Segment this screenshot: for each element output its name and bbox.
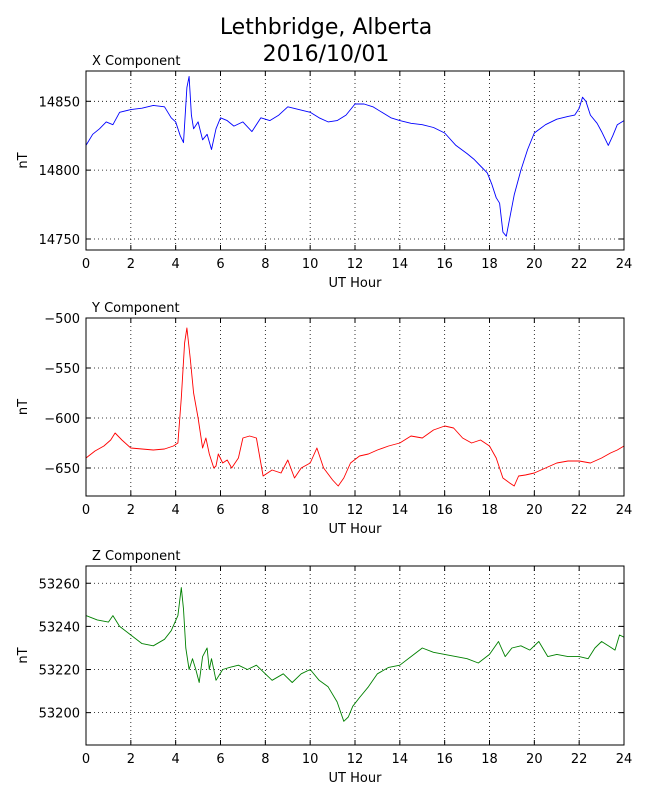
x-tick-label: 0 — [82, 503, 90, 518]
y-axis-label: nT — [16, 152, 31, 168]
x-tick-label: 4 — [172, 752, 180, 767]
x-tick-label: 18 — [481, 257, 498, 272]
y-tick-label: −550 — [44, 362, 80, 377]
x-tick-label: 14 — [392, 257, 409, 272]
x-tick-label: 2 — [127, 503, 135, 518]
x-tick-label: 12 — [347, 752, 364, 767]
x-tick-label: 22 — [571, 257, 588, 272]
chart-title: X Component — [92, 54, 181, 69]
y-tick-label: 14850 — [39, 95, 80, 110]
x-tick-label: 20 — [526, 752, 543, 767]
data-series-line — [85, 327, 625, 487]
y-tick-label: −500 — [44, 312, 80, 327]
y-tick-label: 53220 — [39, 664, 80, 679]
y-tick-label: −600 — [44, 412, 80, 427]
x-tick-label: 6 — [216, 257, 224, 272]
y-tick-label: 53200 — [39, 707, 80, 722]
x-tick-label: 18 — [481, 503, 498, 518]
x-tick-label: 2 — [127, 257, 135, 272]
x-tick-label: 2 — [127, 752, 135, 767]
x-tick-label: 22 — [571, 752, 588, 767]
x-axis-label: UT Hour — [329, 276, 383, 291]
x-tick-label: 20 — [526, 503, 543, 518]
x-tick-label: 16 — [436, 503, 453, 518]
x-axis-label: UT Hour — [329, 522, 383, 537]
data-series-line — [85, 587, 625, 722]
x-tick-label: 10 — [302, 752, 319, 767]
y-tick-label: 53240 — [39, 620, 80, 635]
x-tick-label: 12 — [347, 503, 364, 518]
y-tick-label: 14750 — [39, 233, 80, 248]
x-tick-label: 18 — [481, 752, 498, 767]
x-tick-label: 14 — [392, 752, 409, 767]
chart-title: Z Component — [92, 549, 181, 564]
figure-title-line2: 2016/10/01 — [263, 42, 390, 67]
x-tick-label: 24 — [616, 257, 633, 272]
x-tick-label: 8 — [261, 503, 269, 518]
x-tick-label: 24 — [616, 752, 633, 767]
x-tick-label: 4 — [172, 503, 180, 518]
x-tick-label: 24 — [616, 503, 633, 518]
x-tick-label: 12 — [347, 257, 364, 272]
y-axis-label: nT — [16, 399, 31, 415]
x-tick-label: 10 — [302, 503, 319, 518]
y-tick-label: 53260 — [39, 577, 80, 592]
x-tick-label: 0 — [82, 752, 90, 767]
x-axis-label: UT Hour — [329, 771, 383, 786]
x-tick-label: 14 — [392, 503, 409, 518]
x-tick-label: 22 — [571, 503, 588, 518]
x-tick-label: 4 — [172, 257, 180, 272]
x-tick-label: 8 — [261, 257, 269, 272]
y-axis-label: nT — [16, 647, 31, 663]
x-tick-label: 6 — [216, 503, 224, 518]
x-tick-label: 20 — [526, 257, 543, 272]
figure-title-line1: Lethbridge, Alberta — [220, 15, 432, 40]
x-tick-label: 0 — [82, 257, 90, 272]
x-tick-label: 16 — [436, 752, 453, 767]
chart-title: Y Component — [91, 301, 180, 316]
x-tick-label: 10 — [302, 257, 319, 272]
y-tick-label: 14800 — [39, 164, 80, 179]
y-tick-label: −650 — [44, 462, 80, 477]
x-tick-label: 6 — [216, 752, 224, 767]
x-tick-label: 16 — [436, 257, 453, 272]
x-tick-label: 8 — [261, 752, 269, 767]
data-series-line — [85, 76, 625, 237]
